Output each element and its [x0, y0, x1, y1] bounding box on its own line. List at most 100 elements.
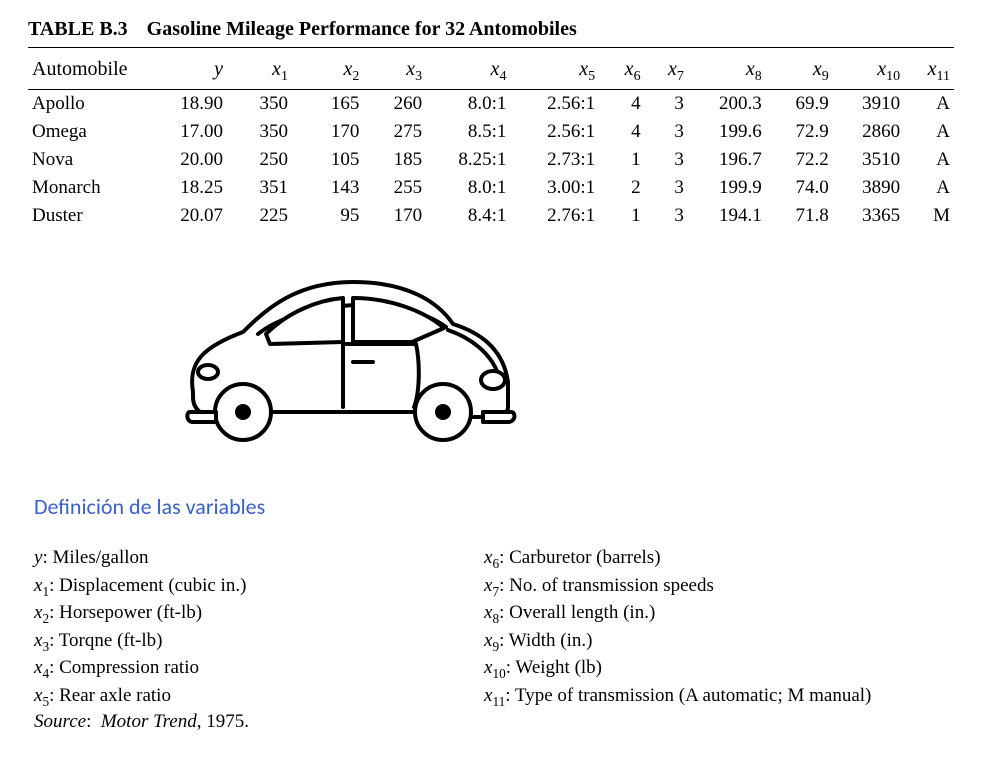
- col-x1: x1: [227, 50, 292, 90]
- definition-var-sub: 11: [492, 694, 505, 709]
- definition-row: x8: Overall length (in.): [484, 599, 924, 627]
- source-publication: Motor Trend: [101, 711, 197, 732]
- cell-x7: 3: [645, 146, 688, 174]
- definition-text: : Type of transmission (A automatic; M m…: [505, 685, 871, 706]
- source-label: Source: [34, 711, 86, 732]
- cell-x5: 2.56:1: [510, 90, 599, 119]
- definition-text: : Torqne (ft-lb): [49, 630, 162, 651]
- cell-x3: 275: [363, 118, 426, 146]
- cell-auto: Monarch: [28, 174, 156, 202]
- definition-row: x6: Carburetor (barrels): [484, 544, 924, 572]
- cell-x6: 4: [599, 118, 644, 146]
- table-header-row: Automobile y x1 x2 x3 x4 x5 x6 x7 x8 x9 …: [28, 50, 954, 90]
- definition-row: x11: Type of transmission (A automatic; …: [484, 682, 924, 710]
- col-x4: x4: [426, 50, 510, 90]
- table-row: Nova20.002501051858.25:12.73:113196.772.…: [28, 146, 954, 174]
- cell-auto: Omega: [28, 118, 156, 146]
- cell-x7: 3: [645, 90, 688, 119]
- cell-x3: 170: [363, 202, 426, 230]
- definition-row: x4: Compression ratio: [34, 654, 484, 682]
- cell-x4: 8.0:1: [426, 90, 510, 119]
- cell-x2: 95: [292, 202, 363, 230]
- cell-x5: 2.73:1: [510, 146, 599, 174]
- definition-row: x3: Torqne (ft-lb): [34, 627, 484, 655]
- cell-y: 18.90: [156, 90, 227, 119]
- car-illustration: [128, 262, 548, 457]
- col-y: y: [156, 50, 227, 90]
- cell-x10: 3910: [833, 90, 904, 119]
- table-label: TABLE B.3: [28, 18, 128, 40]
- cell-x6: 1: [599, 146, 644, 174]
- col-x2: x2: [292, 50, 363, 90]
- cell-x8: 194.1: [688, 202, 766, 230]
- cell-x8: 196.7: [688, 146, 766, 174]
- cell-x4: 8.5:1: [426, 118, 510, 146]
- definition-text: : Rear axle ratio: [49, 685, 171, 706]
- cell-x8: 199.9: [688, 174, 766, 202]
- cell-x11: A: [904, 174, 954, 202]
- definition-text: : Displacement (cubic in.): [49, 575, 246, 596]
- data-table: Automobile y x1 x2 x3 x4 x5 x6 x7 x8 x9 …: [28, 50, 954, 230]
- cell-x3: 255: [363, 174, 426, 202]
- col-x11: x11: [904, 50, 954, 90]
- cell-x5: 2.76:1: [510, 202, 599, 230]
- cell-x1: 350: [227, 90, 292, 119]
- cell-x1: 250: [227, 146, 292, 174]
- cell-y: 17.00: [156, 118, 227, 146]
- table-title: TABLE B.3 Gasoline Mileage Performance f…: [28, 18, 954, 41]
- definition-row: x9: Width (in.): [484, 627, 924, 655]
- definition-text: : Compression ratio: [49, 657, 199, 678]
- table-row: Omega17.003501702758.5:12.56:143199.672.…: [28, 118, 954, 146]
- cell-x11: A: [904, 146, 954, 174]
- definition-text: : Carburetor (barrels): [499, 547, 660, 568]
- cell-x11: A: [904, 118, 954, 146]
- cell-x6: 4: [599, 90, 644, 119]
- cell-x9: 71.8: [766, 202, 833, 230]
- cell-x8: 200.3: [688, 90, 766, 119]
- cell-x10: 3365: [833, 202, 904, 230]
- definition-row: x7: No. of transmission speeds: [484, 572, 924, 600]
- cell-x3: 260: [363, 90, 426, 119]
- definition-row: y: Miles/gallon: [34, 544, 484, 572]
- cell-x4: 8.4:1: [426, 202, 510, 230]
- col-x9: x9: [766, 50, 833, 90]
- definitions: y: Miles/gallonx1: Displacement (cubic i…: [34, 544, 954, 709]
- cell-x2: 143: [292, 174, 363, 202]
- cell-x5: 2.56:1: [510, 118, 599, 146]
- table-row: Duster20.07225951708.4:12.76:113194.171.…: [28, 202, 954, 230]
- cell-auto: Nova: [28, 146, 156, 174]
- cell-x5: 3.00:1: [510, 174, 599, 202]
- cell-x6: 1: [599, 202, 644, 230]
- definition-text: : Weight (lb): [506, 657, 602, 678]
- cell-x11: M: [904, 202, 954, 230]
- definition-text: : Miles/gallon: [42, 547, 148, 568]
- cell-x7: 3: [645, 202, 688, 230]
- col-x10: x10: [833, 50, 904, 90]
- definition-row: x5: Rear axle ratio: [34, 682, 484, 710]
- definition-row: x2: Horsepower (ft-lb): [34, 599, 484, 627]
- cell-x7: 3: [645, 174, 688, 202]
- cell-x9: 72.9: [766, 118, 833, 146]
- cell-x9: 74.0: [766, 174, 833, 202]
- source-rest: , 1975.: [197, 711, 249, 732]
- cell-x4: 8.25:1: [426, 146, 510, 174]
- cell-x8: 199.6: [688, 118, 766, 146]
- definition-text: : Horsepower (ft-lb): [49, 602, 202, 623]
- definition-text: : No. of transmission speeds: [499, 575, 714, 596]
- cell-x3: 185: [363, 146, 426, 174]
- cell-auto: Duster: [28, 202, 156, 230]
- section-title: Definición de las variables: [34, 493, 954, 520]
- cell-y: 18.25: [156, 174, 227, 202]
- source-line: Source: Motor Trend, 1975.: [34, 711, 954, 733]
- col-x6: x6: [599, 50, 644, 90]
- table-row: Apollo18.903501652608.0:12.56:143200.369…: [28, 90, 954, 119]
- definition-text: : Overall length (in.): [499, 602, 655, 623]
- cell-x9: 72.2: [766, 146, 833, 174]
- definition-var-sub: 10: [492, 666, 505, 681]
- definition-text: : Width (in.): [499, 630, 592, 651]
- cell-x10: 3890: [833, 174, 904, 202]
- col-x8: x8: [688, 50, 766, 90]
- car-icon: [148, 262, 528, 452]
- cell-x1: 225: [227, 202, 292, 230]
- cell-auto: Apollo: [28, 90, 156, 119]
